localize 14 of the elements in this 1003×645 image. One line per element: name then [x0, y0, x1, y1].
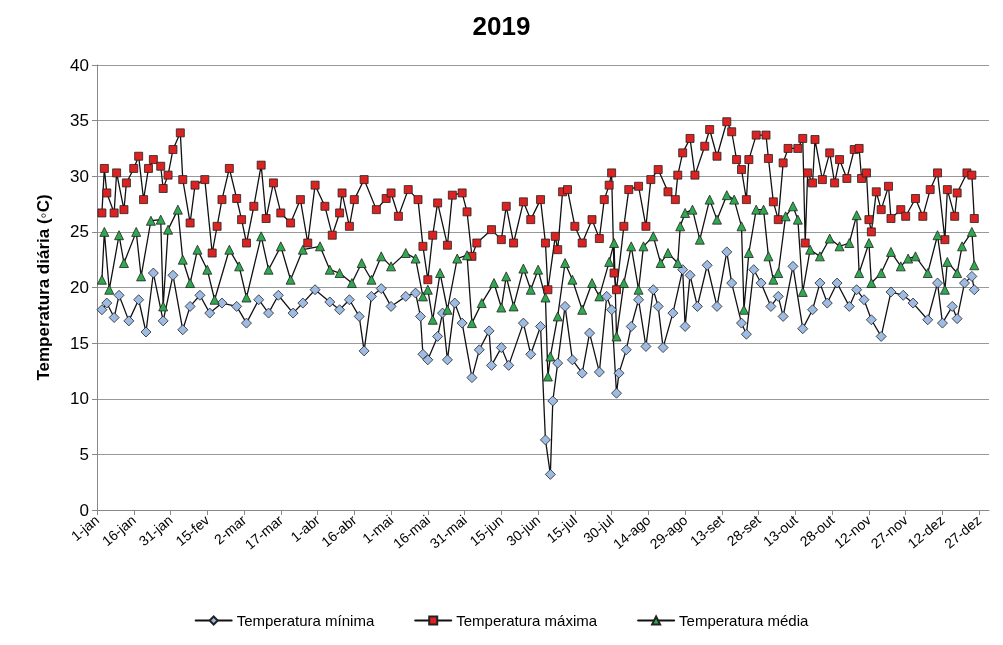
y-tick-label: 30 — [70, 166, 89, 186]
y-tick-label: 25 — [70, 222, 89, 242]
y-tick-label: 35 — [70, 111, 89, 131]
y-tick-label: 20 — [70, 278, 89, 297]
y-tick-label: 10 — [70, 389, 89, 409]
y-tick-label: 40 — [70, 55, 89, 75]
y-tick-label: 0 — [79, 500, 89, 520]
legend-label: Temperatura mínima — [236, 612, 375, 629]
chart-title: 2019 — [472, 11, 531, 41]
y-axis-title: Temperatura diária (◦C) — [34, 194, 53, 381]
y-tick-label: 5 — [79, 444, 89, 464]
legend-label: Temperatura máxima — [456, 612, 598, 629]
y-tick-label: 15 — [70, 333, 89, 353]
legend-label: Temperatura média — [679, 612, 809, 629]
